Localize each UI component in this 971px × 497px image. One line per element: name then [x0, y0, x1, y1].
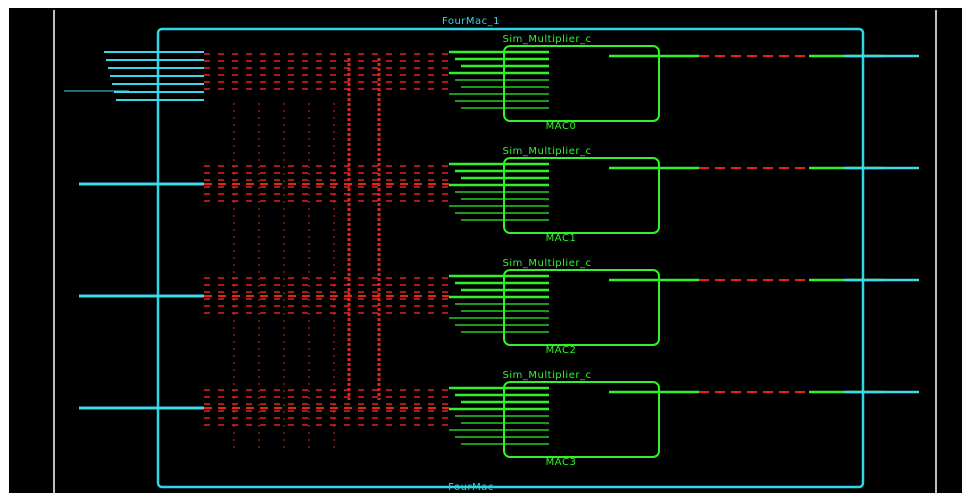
module-box-2 — [503, 269, 660, 346]
nets-layer — [204, 50, 809, 448]
module-box-3 — [503, 381, 660, 458]
module-header-1: Sim_Multiplier_c — [503, 146, 592, 157]
module-name-2: MAC2 — [546, 345, 577, 356]
bottom-module-label: FourMac — [448, 482, 494, 493]
module-name-1: MAC1 — [546, 233, 577, 244]
ports-layer — [64, 51, 919, 410]
top-module-label: FourMac_1 — [442, 16, 500, 27]
module-box-1 — [503, 157, 660, 234]
module-box-0 — [503, 45, 660, 122]
mac-module-1[interactable]: Sim_Multiplier_c MAC1 — [503, 146, 660, 244]
module-name-0: MAC0 — [546, 121, 577, 132]
top-module-boundary[interactable] — [156, 27, 865, 489]
mac-module-2[interactable]: Sim_Multiplier_c MAC2 — [503, 258, 660, 356]
mac-module-3[interactable]: Sim_Multiplier_c MAC3 — [503, 370, 660, 468]
mac-module-0[interactable]: Sim_Multiplier_c MAC0 — [503, 34, 660, 132]
schematic-canvas[interactable]: FourMac_1 FourMac Sim_Multiplier_c MAC0 … — [9, 8, 962, 493]
module-name-3: MAC3 — [546, 457, 577, 468]
schematic-svg: FourMac_1 FourMac Sim_Multiplier_c MAC0 … — [53, 10, 937, 493]
module-header-0: Sim_Multiplier_c — [503, 34, 592, 45]
module-header-2: Sim_Multiplier_c — [503, 258, 592, 269]
module-header-3: Sim_Multiplier_c — [503, 370, 592, 381]
